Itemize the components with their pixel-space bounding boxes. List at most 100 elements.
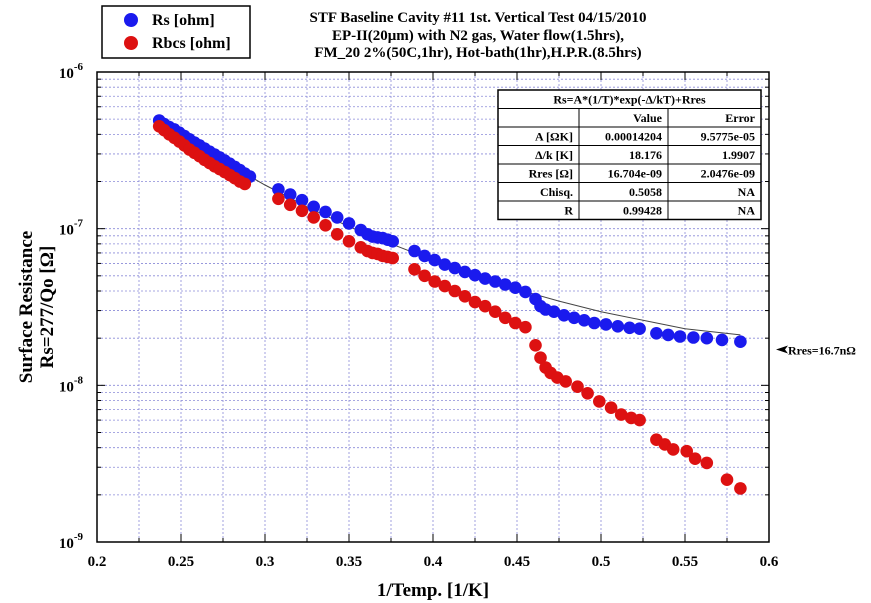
x-tick-label: 0.2 (88, 554, 107, 570)
rbcs-point (468, 295, 482, 309)
rres-annotation-text: Rres=16.7nΩ (788, 343, 856, 357)
fit-table-cell: 0.5058 (629, 185, 662, 199)
x-tick-label: 0.45 (504, 554, 530, 570)
legend-marker-rbcs (124, 36, 138, 50)
rs-point (408, 244, 421, 258)
rs-point (611, 320, 625, 333)
x-tick-label: 0.55 (672, 554, 698, 570)
fit-table-cell: 18.176 (629, 148, 662, 162)
rbcs-point (498, 311, 512, 325)
rs-point (342, 217, 356, 230)
rbcs-point (238, 177, 252, 191)
x-tick-label: 0.6 (760, 554, 779, 570)
rs-point (734, 335, 747, 349)
x-tick-label: 0.4 (424, 554, 443, 570)
rbcs-point (438, 279, 452, 293)
rs-point (567, 311, 581, 325)
title-line-1: STF Baseline Cavity #11 1st. Vertical Te… (310, 10, 647, 26)
x-tick-label: 0.3 (256, 554, 275, 570)
rres-arrow-icon (776, 345, 788, 354)
rbcs-point (448, 284, 462, 298)
y-axis-label-line-1: Surface Resistance (16, 231, 37, 384)
rs-point (509, 281, 522, 295)
fit-table-cell: Δ/k [K] (535, 148, 573, 162)
rs-point (448, 261, 462, 275)
y-tick-label: 10-9 (59, 531, 84, 552)
fit-table-cell: Rres [Ω] (529, 167, 573, 181)
rs-point (330, 211, 344, 224)
rbcs-point (571, 380, 584, 394)
rbcs-point (307, 211, 321, 224)
rbcs-point (478, 299, 492, 313)
x-tick-label: 0.35 (336, 554, 362, 570)
rs-point (650, 327, 663, 340)
rbcs-point (559, 375, 572, 388)
legend-marker-rs (124, 13, 138, 27)
rbcs-point (633, 413, 646, 427)
rbcs-point (319, 219, 332, 232)
rs-point (428, 253, 442, 267)
fit-table-frame (497, 89, 762, 221)
rs-point (418, 249, 431, 263)
rs-point (272, 183, 285, 196)
x-tick-label: 0.5 (592, 554, 611, 570)
y-tick-labels: 10-9 10-8 10-7 10-6 (59, 61, 84, 552)
title-line-3: FM_20 2%(50C,1hr), Hot-bath(1hr),H.P.R.(… (314, 45, 641, 61)
rs-point (623, 321, 636, 335)
rbcs-point (581, 387, 594, 400)
rs-point (715, 333, 729, 347)
x-axis-label: 1/Temp. [1/K] (377, 580, 489, 601)
rbcs-point (488, 305, 502, 319)
rbcs-point (408, 263, 421, 276)
rs-point (488, 275, 502, 288)
fit-table-cell: 0.00014204 (605, 130, 662, 144)
fit-table-cell: R (564, 204, 573, 218)
rs-point (661, 328, 675, 342)
rbcs-point (720, 473, 734, 487)
rbcs-point (386, 251, 400, 265)
rs-point (633, 322, 646, 336)
rs-point (386, 235, 400, 248)
rbcs-point (604, 401, 618, 415)
rs-point (307, 200, 321, 214)
rs-point (458, 265, 472, 279)
rs-point (283, 188, 297, 201)
rbcs-point (283, 198, 297, 212)
rs-point (295, 193, 309, 207)
legend-label-rbcs: Rbcs [ohm] (152, 35, 231, 52)
rbcs-point (700, 456, 714, 470)
fit-table: Rs=A*(1/T)*exp(-Δ/kT)+Rres Value Error A [Ω… (497, 89, 762, 221)
rs-point (700, 331, 714, 345)
fit-table-cell: 9.5775e-05 (701, 130, 755, 144)
rs-point (588, 316, 601, 330)
rs-point (687, 331, 700, 344)
x-tick-labels: 0.2 0.25 0.3 0.35 0.4 0.45 0.5 0.55 0.6 (88, 554, 779, 570)
fit-table-header: Value (633, 111, 663, 125)
rs-point (577, 314, 591, 327)
rs-point (599, 318, 613, 331)
fit-table-cell: 1.9907 (722, 148, 755, 162)
fit-table-cell: A [ΩK] (535, 130, 573, 144)
grid (97, 72, 769, 542)
rres-annotation: Rres=16.7nΩ (776, 343, 856, 357)
rbcs-point (418, 269, 431, 283)
legend: Rs [ohm] Rbcs [ohm] (101, 5, 251, 59)
rbcs-point (529, 339, 542, 352)
rbcs-point (428, 275, 442, 288)
y-tick-label: 10-6 (59, 61, 84, 82)
fit-table-title: Rs=A*(1/T)*exp(-Δ/kT)+Rres (553, 93, 706, 107)
rbcs-point (272, 192, 285, 206)
rs-point (498, 278, 512, 291)
rbcs-point (666, 443, 680, 456)
fit-table-header: Error (725, 111, 755, 125)
y-tick-label: 10-7 (59, 218, 84, 239)
rbcs-point (614, 408, 628, 421)
rbcs-point (342, 235, 356, 248)
legend-label-rs: Rs [ohm] (152, 12, 215, 29)
rbcs-point (688, 452, 702, 466)
rbcs-point (330, 228, 344, 241)
rbcs-point (509, 316, 522, 330)
rs-point (519, 285, 532, 299)
fit-table-cell: 0.99428 (623, 204, 662, 218)
